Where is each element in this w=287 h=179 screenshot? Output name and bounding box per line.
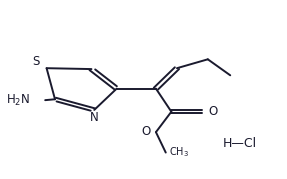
Text: S: S <box>32 55 40 68</box>
Text: H—Cl: H—Cl <box>223 137 257 150</box>
Text: H$_2$N: H$_2$N <box>6 93 30 108</box>
Text: CH$_3$: CH$_3$ <box>168 145 189 159</box>
Text: N: N <box>90 111 99 124</box>
Text: O: O <box>142 125 151 138</box>
Text: O: O <box>208 105 218 118</box>
